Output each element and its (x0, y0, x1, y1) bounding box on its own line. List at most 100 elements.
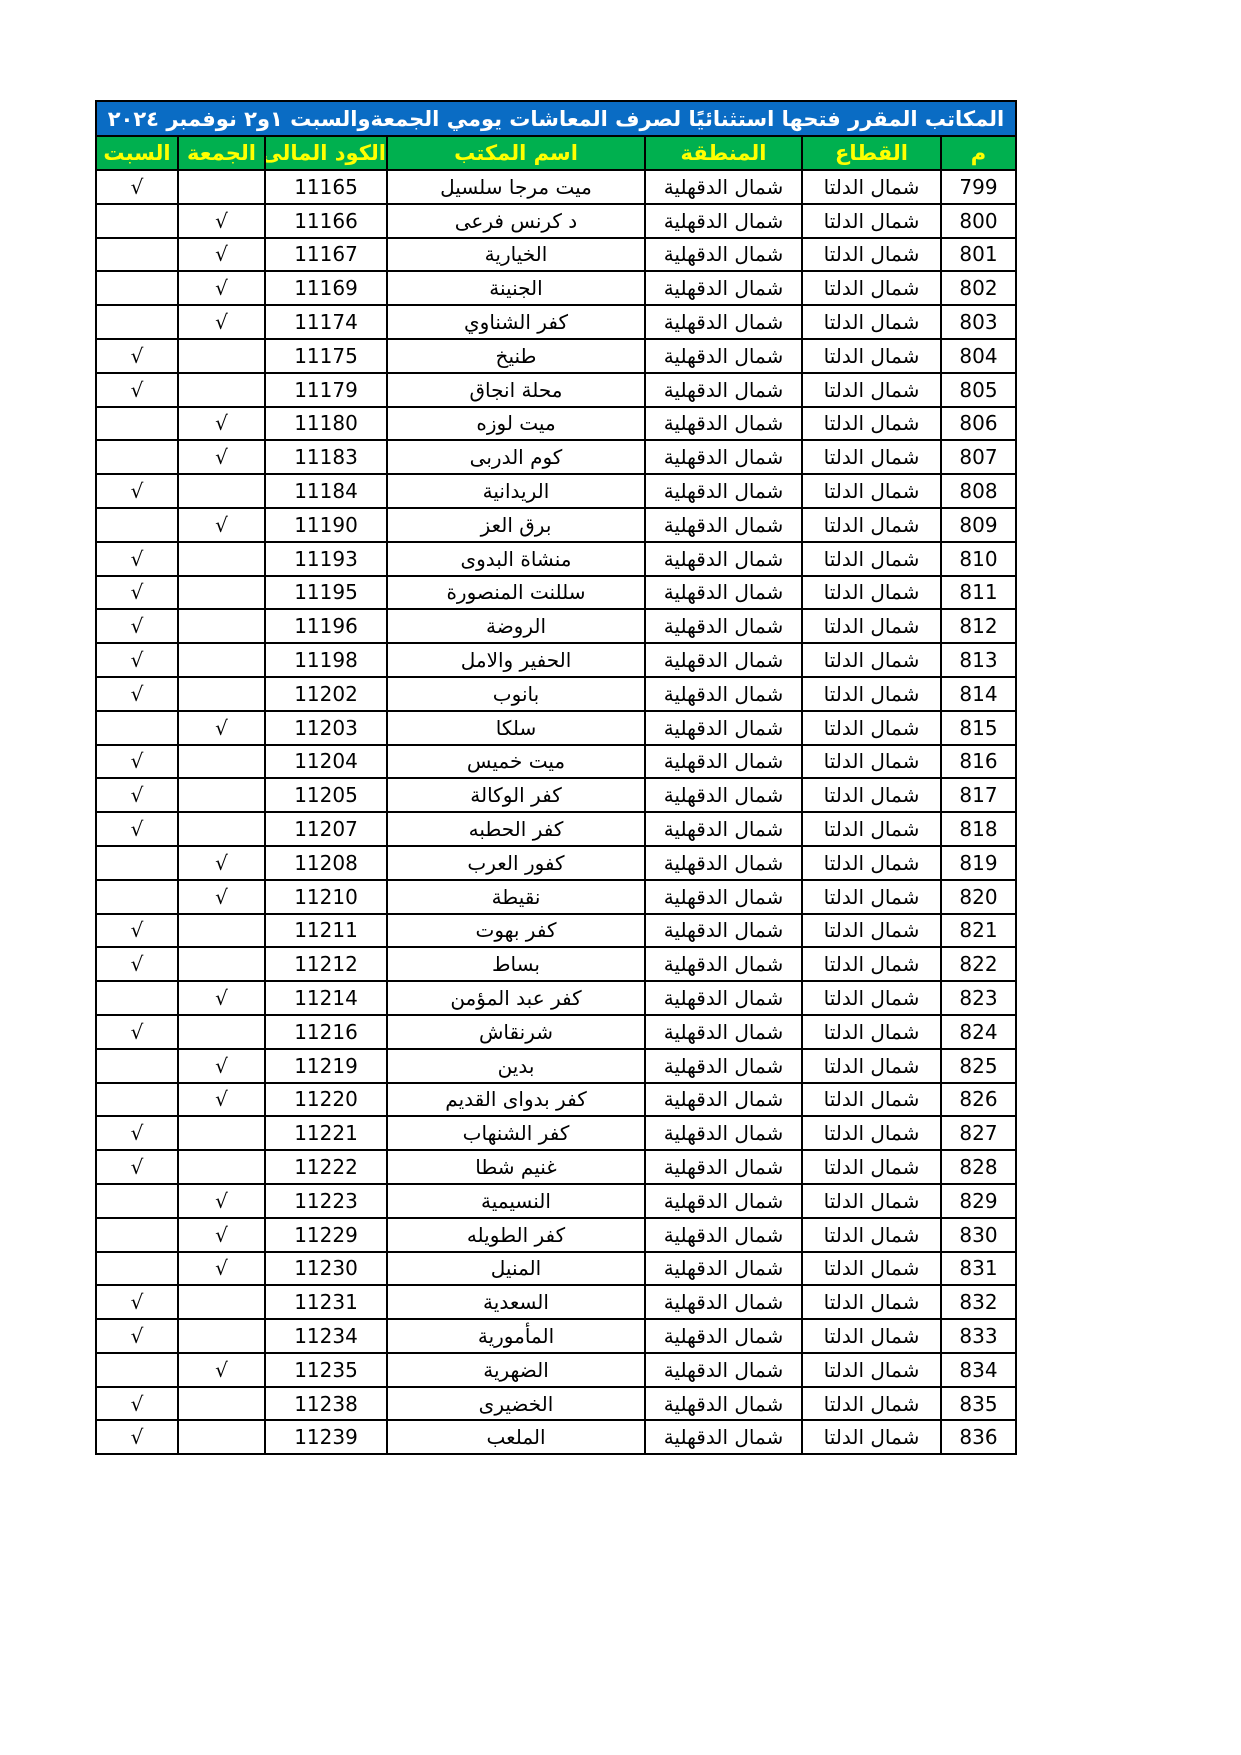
header-region: المنطقة (644, 135, 803, 171)
cell-office: منشاة البدوى (386, 540, 646, 577)
cell-office: بانوب (386, 675, 646, 712)
cell-office: ميت خميس (386, 743, 646, 780)
cell-region: شمال الدقهلية (644, 1115, 803, 1152)
cell-code: 11169 (264, 270, 388, 307)
cell-num: 817 (940, 777, 1017, 814)
table-row: 800 شمال الدلتا شمال الدقهلية د كرنس فرعى 11… (95, 202, 1017, 239)
cell-num: 811 (940, 574, 1017, 611)
title-row: المكاتب المقرر فتحها استثنائيًا لصرف الم… (95, 100, 1017, 137)
cell-code: 11216 (264, 1013, 388, 1050)
cell-saturday (95, 1047, 179, 1084)
cell-sector: شمال الدلتا (801, 202, 942, 239)
table-row: 807 شمال الدلتا شمال الدقهلية كوم الدربى 111… (95, 439, 1017, 476)
header-saturday: السبت (95, 135, 179, 171)
cell-saturday (95, 1182, 179, 1219)
cell-saturday: √ (95, 1149, 179, 1185)
table-row: 824 شمال الدلتا شمال الدقهلية شرنقاش 11216 √ (95, 1013, 1017, 1050)
cell-code: 11235 (264, 1351, 388, 1388)
cell-sector: شمال الدلتا (801, 1385, 942, 1422)
cell-saturday (95, 1351, 179, 1388)
cell-office: كفر بهوت (386, 912, 646, 949)
table-row: 826 شمال الدلتا شمال الدقهلية كفر بدواى الق… (95, 1081, 1017, 1118)
cell-sector: شمال الدلتا (801, 878, 942, 915)
table-row: 829 شمال الدلتا شمال الدقهلية النسيمية 11223… (95, 1182, 1017, 1219)
cell-saturday: √ (95, 1385, 179, 1422)
cell-office: برق العز (386, 506, 646, 543)
table-row: 834 شمال الدلتا شمال الدقهلية الضهرية 11235 √ (95, 1351, 1017, 1388)
cell-friday: √ (177, 1047, 266, 1084)
cell-friday (177, 574, 266, 611)
cell-num: 812 (940, 608, 1017, 645)
cell-saturday: √ (95, 946, 179, 983)
cell-office: نقيطة (386, 878, 646, 915)
cell-office: الحفير والامل (386, 642, 646, 678)
cell-region: شمال الدقهلية (644, 1351, 803, 1388)
cell-friday (177, 1419, 266, 1456)
cell-sector: شمال الدلتا (801, 1149, 942, 1185)
table-row: 816 شمال الدلتا شمال الدقهلية ميت خميس 11204… (95, 743, 1017, 780)
cell-region: شمال الدقهلية (644, 1250, 803, 1287)
cell-code: 11179 (264, 371, 388, 408)
cell-friday: √ (177, 236, 266, 273)
cell-sector: شمال الدلتا (801, 777, 942, 814)
cell-num: 818 (940, 811, 1017, 847)
cell-office: ميت مرجا سلسيل (386, 169, 646, 205)
cell-saturday (95, 1081, 179, 1118)
cell-office: بساط (386, 946, 646, 983)
table-row: 802 شمال الدلتا شمال الدقهلية الجنينة 11169 √ (95, 270, 1017, 307)
cell-sector: شمال الدلتا (801, 236, 942, 273)
cell-office: كفر الوكالة (386, 777, 646, 814)
cell-friday (177, 1149, 266, 1185)
cell-saturday: √ (95, 371, 179, 408)
cell-office: غنيم شطا (386, 1149, 646, 1185)
cell-num: 808 (940, 473, 1017, 509)
cell-friday (177, 1385, 266, 1422)
cell-code: 11234 (264, 1318, 388, 1354)
cell-friday: √ (177, 405, 266, 442)
cell-sector: شمال الدلتا (801, 1250, 942, 1287)
cell-office: النسيمية (386, 1182, 646, 1219)
cell-code: 11203 (264, 709, 388, 746)
cell-office: المنيل (386, 1250, 646, 1287)
cell-sector: شمال الدلتا (801, 270, 942, 307)
cell-office: السعدية (386, 1284, 646, 1321)
cell-friday: √ (177, 1351, 266, 1388)
cell-num: 810 (940, 540, 1017, 577)
cell-sector: شمال الدلتا (801, 1216, 942, 1253)
cell-sector: شمال الدلتا (801, 1013, 942, 1050)
cell-num: 803 (940, 304, 1017, 340)
cell-sector: شمال الدلتا (801, 540, 942, 577)
cell-region: شمال الدقهلية (644, 878, 803, 915)
cell-region: شمال الدقهلية (644, 371, 803, 408)
offices-table: المكاتب المقرر فتحها استثنائيًا لصرف الم… (95, 100, 1017, 1456)
cell-friday (177, 675, 266, 712)
cell-office: كفر الحطبه (386, 811, 646, 847)
cell-friday (177, 777, 266, 814)
cell-num: 822 (940, 946, 1017, 983)
cell-region: شمال الدقهلية (644, 1419, 803, 1456)
cell-region: شمال الدقهلية (644, 709, 803, 746)
cell-code: 11165 (264, 169, 388, 205)
table-row: 817 شمال الدلتا شمال الدقهلية كفر الوكالة 11… (95, 777, 1017, 814)
cell-sector: شمال الدلتا (801, 1182, 942, 1219)
cell-office: طنيخ (386, 337, 646, 374)
table-row: 819 شمال الدلتا شمال الدقهلية كفور العرب 112… (95, 844, 1017, 881)
cell-friday (177, 473, 266, 509)
cell-region: شمال الدقهلية (644, 844, 803, 881)
cell-code: 11202 (264, 675, 388, 712)
cell-num: 824 (940, 1013, 1017, 1050)
cell-region: شمال الدقهلية (644, 304, 803, 340)
cell-saturday (95, 236, 179, 273)
cell-office: الخضيرى (386, 1385, 646, 1422)
cell-saturday: √ (95, 1318, 179, 1354)
cell-num: 820 (940, 878, 1017, 915)
cell-region: شمال الدقهلية (644, 473, 803, 509)
cell-friday (177, 608, 266, 645)
cell-code: 11166 (264, 202, 388, 239)
cell-sector: شمال الدلتا (801, 337, 942, 374)
cell-region: شمال الدقهلية (644, 912, 803, 949)
header-friday: الجمعة (177, 135, 266, 171)
cell-num: 831 (940, 1250, 1017, 1287)
table-row: 832 شمال الدلتا شمال الدقهلية السعدية 11231 √ (95, 1284, 1017, 1321)
cell-region: شمال الدقهلية (644, 1284, 803, 1321)
